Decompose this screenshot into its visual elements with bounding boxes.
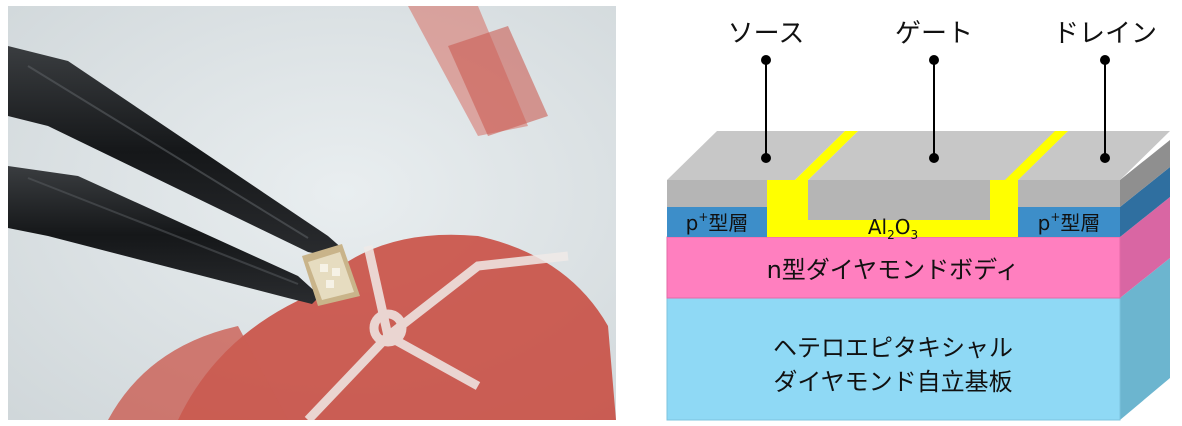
- oxide-top-right: [1005, 131, 1068, 180]
- source-top-face: [667, 131, 845, 180]
- p-layer-right-sup: +: [1050, 210, 1060, 224]
- n-body-label: n型ダイヤモンドボディ: [767, 256, 1020, 284]
- p-layer-right-suffix: 型層: [1060, 211, 1100, 235]
- n-body-layer: [666, 236, 1121, 299]
- p-layer-left-label: p+型層: [686, 210, 749, 235]
- tweezers: [8, 46, 344, 304]
- source-electrode: [667, 180, 767, 207]
- terminal-leads: [765, 60, 1106, 158]
- drain-electrode: [1018, 180, 1120, 207]
- mosfet-diagram: ソース ゲート ドレイン p+型層 p+型層 Al2O3 n型ダイヤモンドボディ…: [666, 19, 1170, 421]
- source-label: ソース: [728, 19, 805, 49]
- oxide-layer: [767, 180, 1018, 237]
- terminal-dots: [761, 55, 1110, 163]
- oxide-right-wall: [990, 180, 1018, 237]
- oxide-top-left: [795, 131, 858, 180]
- substrate-layer: [666, 297, 1121, 421]
- chip-photo: [8, 6, 616, 420]
- p-layer-left-sup: +: [698, 210, 708, 224]
- oxide-label-o: O: [895, 215, 911, 239]
- oxide-label-sub1: 2: [887, 228, 895, 242]
- gate-label: ゲート: [895, 19, 973, 49]
- p-layer-right: [1018, 207, 1120, 237]
- logo-network-lines: [304, 245, 569, 420]
- drain-top-face: [1018, 131, 1170, 180]
- n-body-side-face: [1120, 197, 1170, 298]
- p-layer-right-label: p+型層: [1038, 210, 1101, 235]
- oxide-label-sub2: 3: [911, 228, 919, 242]
- p-layer-side-face: [1120, 167, 1170, 237]
- p-layer-right-prefix: p: [1038, 211, 1051, 235]
- drain-label: ドレイン: [1053, 19, 1157, 49]
- p-layer-left: [667, 207, 767, 237]
- diamond-chip: [302, 244, 360, 306]
- substrate-side-face: [1120, 258, 1170, 420]
- oxide-left-wall: [767, 180, 808, 237]
- substrate-label-line1: ヘテロエピタキシャル: [773, 334, 1013, 362]
- oxide-label-al: Al: [868, 215, 887, 239]
- drain-electrode-side-face: [1120, 140, 1170, 207]
- p-layer-left-prefix: p: [686, 211, 699, 235]
- substrate-label-line2: ダイヤモンド自立基板: [773, 368, 1012, 396]
- oxide-label: Al2O3: [868, 215, 918, 242]
- p-layer-left-suffix: 型層: [708, 211, 748, 235]
- gate-electrode: [808, 180, 990, 220]
